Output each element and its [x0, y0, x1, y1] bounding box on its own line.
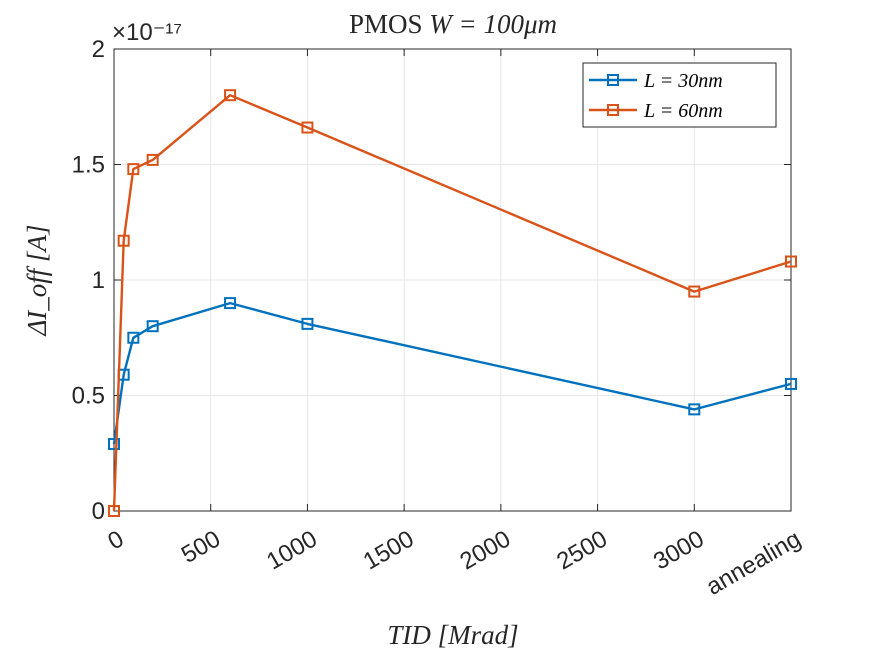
legend: L = 30nm L = 60nm [582, 62, 777, 128]
y-tick-labels: 0 0.5 1 1.5 2 [72, 36, 105, 525]
chart-title-math: W = 100μm [429, 9, 557, 39]
series-2-point-3 [146, 153, 159, 166]
series-1 [108, 297, 797, 451]
legend-marker-2 [607, 104, 619, 116]
series-2 [108, 89, 797, 517]
series-2-point-4 [224, 89, 237, 102]
series-2-point-0 [108, 505, 120, 517]
series-2-point-7 [785, 255, 797, 268]
y-axis-label: ΔI_off [A] [22, 224, 52, 336]
series-2-point-1 [117, 234, 130, 247]
y-tick-label-3: 1.5 [72, 152, 105, 179]
legend-label-2: L = 60nm [643, 100, 723, 122]
series-2-point-5 [301, 121, 314, 134]
series-1-point-5 [301, 317, 314, 330]
legend-label-1: L = 30nm [643, 70, 723, 92]
series-1-point-0 [108, 438, 120, 451]
chart-title: PMOS W = 100μm [349, 9, 557, 39]
series-2-point-2 [127, 163, 140, 176]
legend-marker-1 [607, 74, 619, 86]
y-tick-label-0: 0 [92, 498, 105, 525]
series-1-point-4 [224, 297, 237, 310]
x-axis-label: TID [Mrad] [387, 620, 518, 650]
series-1-point-7 [785, 377, 797, 390]
series-1-point-2 [127, 331, 140, 344]
series-1-line [112, 301, 792, 445]
y-axis-exponent: ×10⁻¹⁷ [112, 19, 182, 46]
series-2-point-6 [688, 285, 701, 298]
series-2-line [112, 93, 792, 512]
chart-title-prefix: PMOS [349, 9, 423, 39]
y-tick-label-4: 2 [92, 36, 105, 63]
y-tick-label-1: 0.5 [72, 383, 105, 410]
y-tick-label-2: 1 [92, 267, 105, 294]
series-layer [108, 89, 797, 517]
legend-box [582, 62, 777, 128]
series-1-point-6 [688, 403, 701, 416]
series-1-point-3 [146, 320, 159, 333]
